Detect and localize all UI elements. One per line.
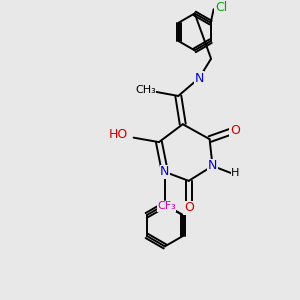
Text: N: N — [160, 165, 170, 178]
Text: Cl: Cl — [215, 1, 227, 14]
Text: CF₃: CF₃ — [157, 201, 176, 211]
Text: N: N — [194, 72, 204, 85]
Text: O: O — [184, 201, 194, 214]
Text: N: N — [208, 159, 217, 172]
Text: O: O — [230, 124, 240, 137]
Text: CH₃: CH₃ — [135, 85, 156, 95]
Text: HO: HO — [108, 128, 128, 141]
Text: H: H — [231, 168, 240, 178]
